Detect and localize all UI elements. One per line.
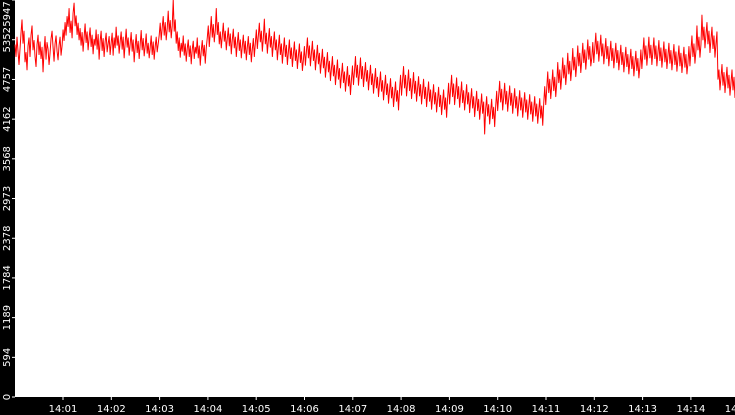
y-tick-label: 2378 [2, 226, 13, 251]
x-tick-label: 14:05 [242, 404, 271, 415]
y-tick-label: 5947 [2, 1, 13, 26]
x-tick-label: 14:15 [725, 404, 735, 415]
y-tick-label: 2973 [2, 186, 13, 211]
plot-background [15, 0, 735, 397]
y-tick-label: 5352 [2, 27, 13, 52]
x-tick-label: 14:04 [193, 404, 222, 415]
y-tick-label: 3568 [2, 146, 13, 171]
y-axis-bar [0, 0, 15, 415]
x-tick-label: 14:09 [435, 404, 464, 415]
x-tick-label: 14:11 [532, 404, 561, 415]
y-tick-label: 1784 [2, 265, 13, 290]
series-group [14, 0, 735, 135]
y-tick-label: 4757 [2, 67, 13, 92]
y-tick-label: 594 [2, 348, 13, 367]
series-line-0 [14, 0, 735, 135]
x-axis-bar [0, 397, 735, 415]
x-tick-label: 14:12 [580, 404, 609, 415]
y-tick-label: 1189 [2, 305, 13, 330]
x-tick-label: 14:02 [97, 404, 126, 415]
x-tick-label: 14:07 [338, 404, 367, 415]
x-tick-label: 14:06 [290, 404, 319, 415]
x-tick-label: 14:10 [483, 404, 512, 415]
x-tick-label: 14:14 [676, 404, 705, 415]
x-axis-ticks: 14:01 14:02 14:03 14:04 14:05 14:06 14:07 14:08… [49, 397, 735, 415]
x-tick-label: 14:01 [49, 404, 78, 415]
y-tick-label: 4162 [2, 106, 13, 131]
y-tick-label: 0 [2, 394, 13, 400]
x-tick-label: 14:03 [145, 404, 174, 415]
x-tick-label: 14:08 [387, 404, 416, 415]
x-tick-label: 14:13 [628, 404, 657, 415]
